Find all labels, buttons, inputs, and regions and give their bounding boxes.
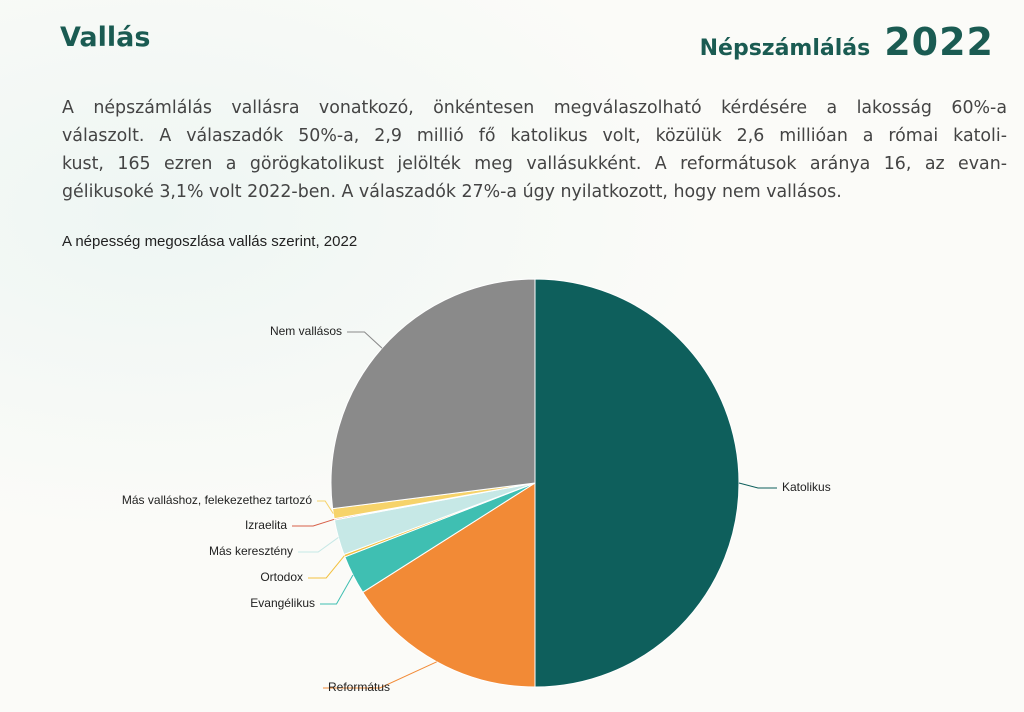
- paragraph-line: A népszámlálás vallásra vonatkozó, önkén…: [62, 98, 1007, 118]
- pie-slice: [330, 278, 536, 510]
- slice-label: Nem vallásos: [270, 324, 342, 338]
- leader-line: [347, 331, 383, 349]
- brand-name: Népszámlálás: [699, 36, 871, 61]
- leader-line: [292, 518, 335, 527]
- leader-line: [298, 537, 339, 553]
- leader-line: [308, 555, 345, 579]
- slice-label: Más keresztény: [209, 544, 293, 558]
- paragraph-line: kust, 165 ezren a görögkatolikust jelölt…: [62, 154, 1007, 174]
- brand-year: 2022: [884, 20, 994, 64]
- brand: Népszámlálás 2022: [700, 20, 994, 64]
- leader-line: [317, 500, 334, 514]
- slice-label: Más valláshoz, felekezethez tartozó: [122, 493, 312, 507]
- paragraph: A népszámlálás vallásra vonatkozó, önkén…: [62, 94, 1007, 206]
- slice-label: Ortodox: [260, 570, 303, 584]
- leader-line: [323, 661, 437, 689]
- slice-label: Izraelita: [245, 518, 287, 532]
- slice-label: Evangélikus: [250, 596, 315, 610]
- leader-line: [738, 482, 777, 489]
- leader-line: [320, 574, 354, 605]
- paragraph-line: gélikusoké 3,1% volt 2022-ben. A válasza…: [62, 182, 842, 202]
- slice-label: Katolikus: [782, 480, 831, 494]
- slice-label: Református: [328, 680, 390, 694]
- page-title: Vallás: [60, 22, 151, 53]
- pie-slice: [534, 278, 740, 688]
- chart-title: A népesség megoszlása vallás szerint, 20…: [62, 233, 357, 250]
- paragraph-line: válaszolt. A válaszadók 50%-a, 2,9 milli…: [62, 126, 1007, 146]
